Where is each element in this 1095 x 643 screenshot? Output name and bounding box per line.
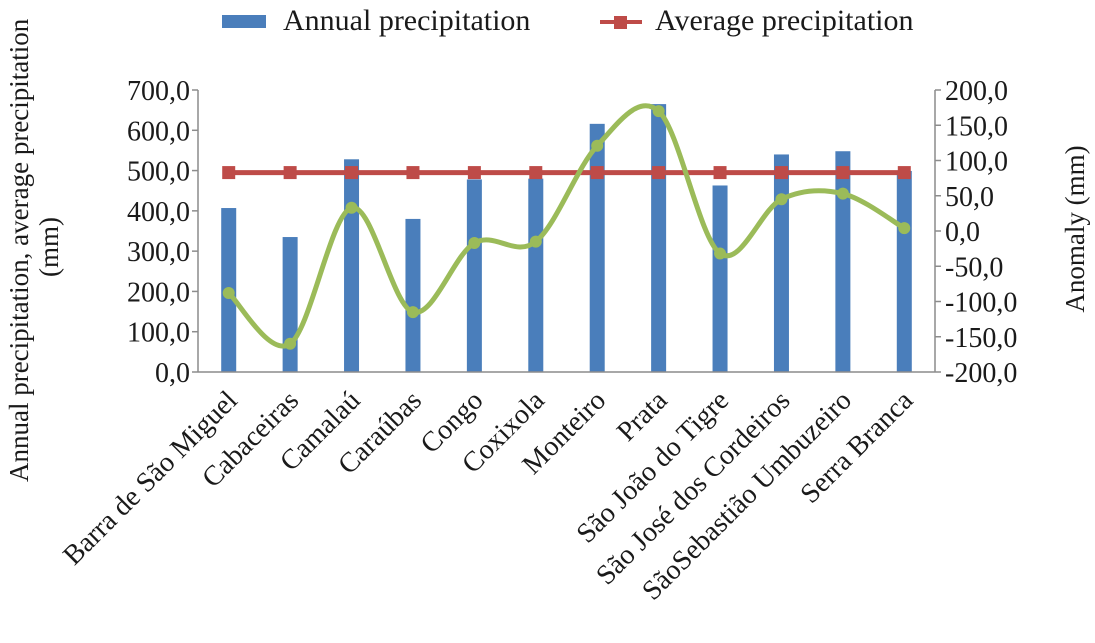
average-precipitation-marker — [467, 166, 481, 180]
y-left-tick-label: 0,0 — [155, 358, 190, 389]
y-axis-left-title-line1: Annual precipitation, average precipitat… — [4, 18, 34, 482]
y-left-tick-label: 700,0 — [127, 76, 190, 107]
average-precipitation-marker — [406, 166, 420, 180]
anomaly-point — [284, 337, 297, 350]
bar-annual-precipitation — [589, 123, 605, 372]
average-precipitation-marker — [345, 166, 359, 180]
bar-annual-precipitation — [405, 218, 421, 372]
average-precipitation-marker — [897, 166, 911, 180]
y-right-tick-label: -50,0 — [945, 252, 1003, 283]
y-axis-right-title: Anomaly (mm) — [1060, 145, 1090, 312]
bar-annual-precipitation — [712, 185, 728, 372]
legend-label-annual: Annual precipitation — [283, 4, 530, 37]
y-axis-left-title: Annual precipitation, average precipitat… — [4, 12, 64, 482]
y-left-tick-label: 300,0 — [127, 237, 190, 268]
anomaly-point — [898, 222, 911, 235]
y-axis-left-ticks: 700,0 600,0 500,0 400,0 300,0 200,0 100,0 0,0 — [127, 76, 198, 389]
bar-annual-precipitation — [344, 159, 360, 372]
y-right-tick-label: 100,0 — [945, 147, 1008, 178]
y-axis-right-ticks: 200,0 150,0 100,0 50,0 0,0 -50,0 -100,0 -150,0 -… — [935, 76, 1017, 389]
y-left-tick-label: 400,0 — [127, 197, 190, 228]
y-left-tick-label: 600,0 — [127, 116, 190, 147]
line-series-anomaly — [222, 103, 911, 350]
y-right-tick-label: 200,0 — [945, 76, 1008, 107]
anomaly-point — [468, 236, 481, 249]
average-precipitation-marker — [222, 166, 236, 180]
average-precipitation-marker — [713, 166, 727, 180]
y-right-tick-label: -200,0 — [945, 358, 1017, 389]
bar-series-annual — [221, 104, 912, 372]
legend-swatch-annual — [222, 15, 266, 28]
bar-annual-precipitation — [528, 178, 544, 372]
average-precipitation-marker — [836, 166, 850, 180]
anomaly-point — [345, 201, 358, 214]
anomaly-point — [836, 187, 849, 200]
anomaly-point — [406, 306, 419, 319]
anomaly-point — [714, 247, 727, 260]
line-series-average — [222, 166, 911, 180]
bar-annual-precipitation — [835, 151, 851, 372]
y-left-tick-label: 500,0 — [127, 157, 190, 188]
y-right-tick-label: 50,0 — [945, 182, 994, 213]
y-right-tick-label: -100,0 — [945, 288, 1017, 319]
average-precipitation-marker — [652, 166, 666, 180]
legend-label-average: Average precipitation — [655, 4, 914, 37]
average-precipitation-marker — [283, 166, 297, 180]
average-precipitation-marker — [590, 166, 604, 180]
legend: Annual precipitation Average precipitati… — [222, 4, 914, 37]
bar-annual-precipitation — [282, 237, 298, 372]
anomaly-point — [775, 193, 788, 206]
average-precipitation-marker — [774, 166, 788, 180]
legend-marker-average — [614, 16, 627, 29]
y-left-tick-label: 100,0 — [127, 318, 190, 349]
bar-annual-precipitation — [651, 104, 667, 372]
anomaly-point — [591, 139, 604, 152]
bar-annual-precipitation — [896, 170, 912, 372]
y-axis-left-title-line2: (mm) — [34, 217, 64, 277]
anomaly-point — [222, 287, 235, 300]
x-axis-tick-labels: Barra de São MiguelCabaceirasCamalaúCara… — [57, 385, 919, 607]
y-left-tick-label: 200,0 — [127, 277, 190, 308]
y-right-tick-label: -150,0 — [945, 323, 1017, 354]
average-precipitation-marker — [529, 166, 543, 180]
bar-annual-precipitation — [773, 154, 789, 372]
anomaly-line — [226, 103, 906, 349]
anomaly-point — [529, 235, 542, 248]
y-right-tick-label: 150,0 — [945, 111, 1008, 142]
y-right-tick-label: 0,0 — [945, 217, 980, 248]
bar-annual-precipitation — [466, 179, 482, 372]
anomaly-point — [652, 105, 665, 118]
